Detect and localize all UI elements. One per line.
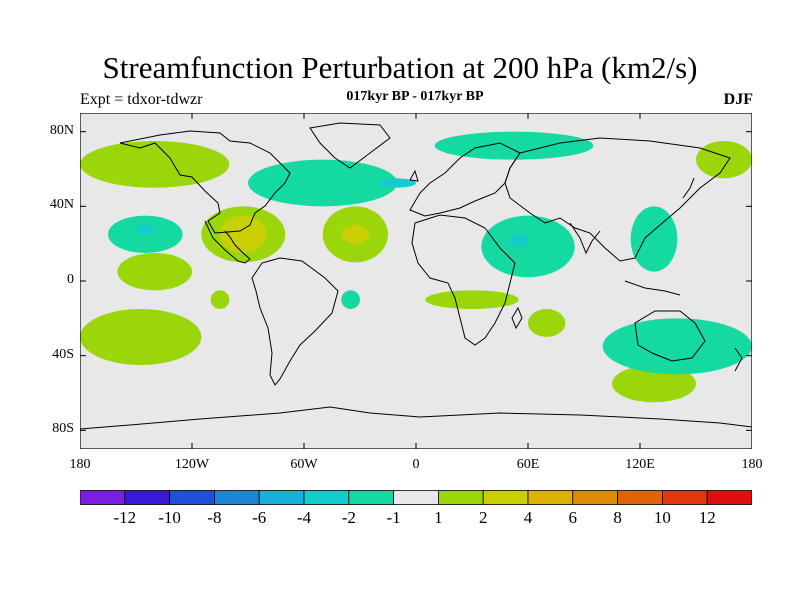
coastline-antarctica xyxy=(80,406,752,430)
coastline-africa xyxy=(411,214,516,346)
colorbar-tick-label: 2 xyxy=(478,508,488,527)
anomaly-region xyxy=(80,309,202,365)
colorbar-tick-label: 1 xyxy=(434,508,443,527)
lon-tick-label: 120W xyxy=(174,457,210,472)
colorbar-tick-label: 10 xyxy=(653,508,671,527)
colorbar-tick-label: -10 xyxy=(158,508,181,527)
colorbar-tick-label: -1 xyxy=(386,508,401,527)
colorbar-tick-label: -4 xyxy=(296,508,312,527)
experiment-label: Expt = tdxor-tdwzr xyxy=(80,91,203,108)
chart-subtitle: 017kyr BP - 017kyr BP xyxy=(346,89,484,104)
colorbar-swatch xyxy=(527,490,574,505)
coastline-uk xyxy=(409,169,419,182)
colorbar-tick-label: -8 xyxy=(207,508,222,527)
lon-tick-label: 60E xyxy=(516,457,540,472)
colorbar-swatch xyxy=(348,490,394,505)
colorbar-swatch xyxy=(169,490,215,505)
colorbar-swatch xyxy=(124,490,170,505)
anomaly-region xyxy=(612,365,696,403)
anomaly-region xyxy=(425,290,519,309)
lon-tick-label: 60W xyxy=(290,457,318,472)
anomaly-region xyxy=(80,141,230,188)
colorbar-swatch xyxy=(303,490,350,505)
lon-tick-label: 180 xyxy=(741,457,763,472)
colorbar-swatch xyxy=(482,490,529,505)
colorbar-swatch xyxy=(80,490,126,505)
axis-ticks xyxy=(80,113,752,449)
anomaly-region xyxy=(528,309,566,337)
colorbar-tick-label: 12 xyxy=(698,508,716,527)
lat-tick-label: 40N xyxy=(49,197,74,213)
lat-tick-label: 80N xyxy=(49,122,74,138)
anomaly-region xyxy=(630,206,678,272)
anomaly-region xyxy=(696,141,752,179)
colorbar-swatch xyxy=(572,490,618,505)
anomaly-region xyxy=(136,225,155,235)
coastline-greenland xyxy=(309,122,391,169)
colorbar-tick-label: 8 xyxy=(613,508,622,527)
lat-tick-label: 0 xyxy=(67,272,74,287)
anomaly-region xyxy=(341,290,360,309)
coastline-japan xyxy=(682,177,695,199)
lon-tick-label: 120E xyxy=(625,457,655,472)
coastline-australia xyxy=(634,310,706,362)
colorbar-swatch xyxy=(213,490,260,505)
coastline-central-america xyxy=(204,220,251,264)
colorbar-tick-label: 6 xyxy=(568,508,578,527)
coastline-asia xyxy=(504,137,731,262)
colorbar xyxy=(80,490,752,505)
season-label: DJF xyxy=(723,91,753,108)
colorbar-tick-label: -12 xyxy=(113,508,137,527)
coastline-south-america xyxy=(251,257,339,386)
anomaly-region xyxy=(378,178,417,188)
chart-title: Streamfunction Perturbation at 200 hPa (… xyxy=(102,50,698,85)
anomaly-region xyxy=(210,290,230,309)
colorbar-swatch xyxy=(617,490,663,505)
anomaly-region xyxy=(117,253,192,291)
anomaly-regions xyxy=(80,131,752,403)
coastlines xyxy=(80,122,752,430)
colorbar-swatch xyxy=(258,490,305,505)
coastline-madagascar xyxy=(511,306,523,330)
lat-tick-label: 80S xyxy=(52,421,74,437)
anomaly-region xyxy=(108,215,183,253)
coastline-indonesia xyxy=(624,280,681,296)
colorbar-tick-label: -6 xyxy=(252,508,267,527)
anomaly-region xyxy=(602,318,752,375)
coastline-india xyxy=(569,222,601,255)
colorbar-swatch xyxy=(393,490,439,505)
anomaly-region xyxy=(434,131,594,160)
anomaly-region xyxy=(509,234,528,248)
colorbar-swatch xyxy=(706,490,752,505)
anomaly-region xyxy=(248,159,398,207)
lon-tick-label: 0 xyxy=(412,457,420,472)
colorbar-swatch xyxy=(437,490,484,505)
anomaly-region xyxy=(341,225,370,244)
colorbar-tick-label: -2 xyxy=(341,508,356,527)
anomaly-region xyxy=(220,215,267,253)
colorbar-swatch xyxy=(662,490,708,505)
colorbar-tick-label: 4 xyxy=(523,508,533,527)
coastline-new-zealand xyxy=(734,347,743,372)
coastline-north-america xyxy=(119,130,291,234)
lat-tick-label: 40S xyxy=(52,346,74,362)
lon-tick-label: 180 xyxy=(69,457,91,472)
anomaly-region xyxy=(481,215,575,278)
map-plot xyxy=(80,113,752,449)
